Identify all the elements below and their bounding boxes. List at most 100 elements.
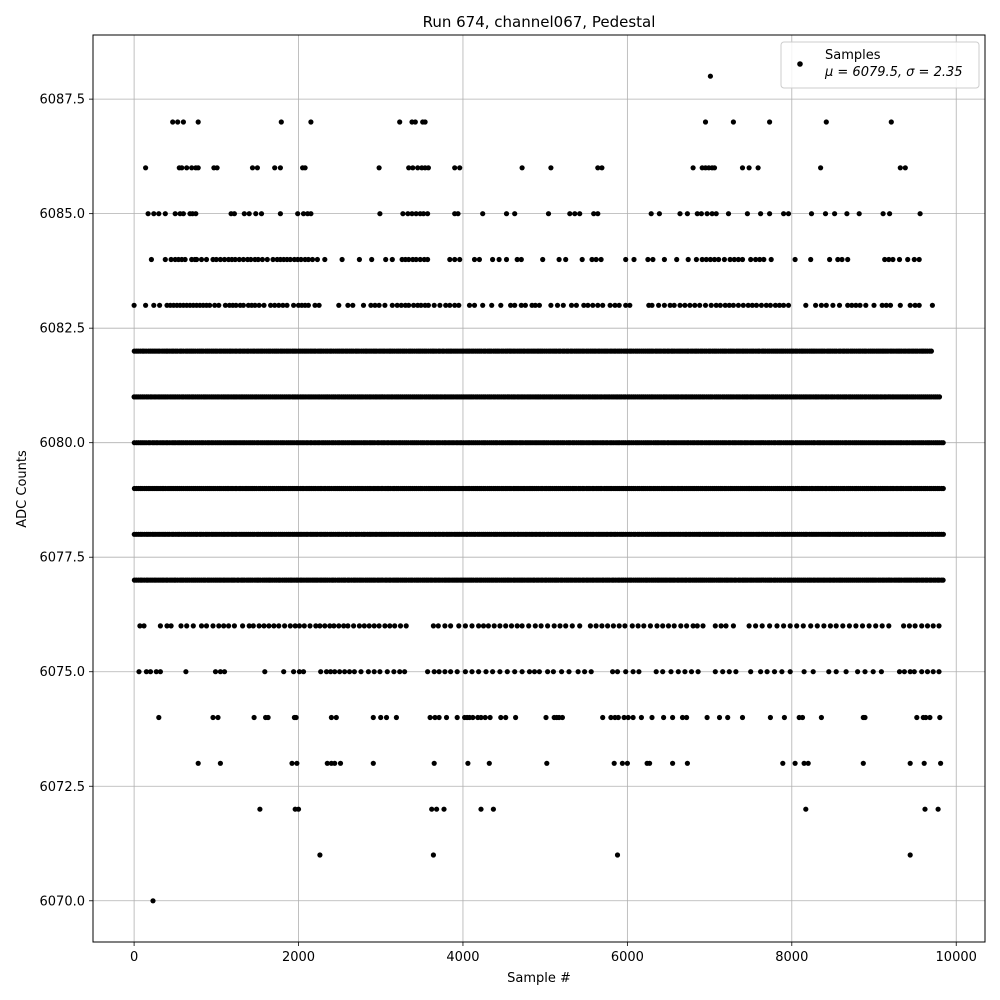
data-point [526,669,533,675]
data-point [298,256,304,263]
axes-frame [92,34,986,943]
data-point [240,256,246,263]
data-point [919,669,925,675]
data-point [748,669,754,675]
data-point [690,623,696,629]
data-point [405,211,411,217]
data-point [487,714,493,721]
data-point [287,256,293,263]
data-point [855,669,861,675]
data-point [207,302,213,308]
data-point [654,623,660,629]
data-point [448,623,454,629]
data-point [599,623,605,629]
data-point [485,623,491,629]
data-point [940,577,946,583]
data-point [195,165,201,171]
data-point [577,211,583,217]
data-point [551,623,557,629]
data-point [761,256,767,263]
data-point [630,669,636,675]
data-point [410,165,416,171]
data-point [671,302,677,308]
data-point [860,760,866,766]
data-point [631,256,637,263]
data-point [649,714,655,721]
data-point [636,669,642,675]
data-point [430,852,436,858]
data-point [469,623,475,629]
data-point [430,623,436,629]
data-point [792,256,798,263]
data-point [879,302,885,308]
data-point [503,256,510,263]
data-point [630,714,636,721]
data-point [156,714,162,721]
data-point [930,669,936,675]
data-point [897,302,903,308]
y-axis-ticks: 6070.0 6072.5 6075.0 6077.5 6080.0 6082.5 6085… [40,93,93,909]
data-point [781,302,787,308]
x-tick-label: 10000 [936,950,977,965]
data-point [294,760,300,766]
data-point [203,256,210,263]
data-point [264,256,270,263]
data-point [278,119,284,125]
data-point [241,211,247,217]
data-point [365,669,371,675]
data-point [183,669,189,675]
data-point [818,714,825,721]
data-point [356,623,362,629]
data-point [378,714,384,721]
data-point [318,669,324,675]
data-point [716,256,722,263]
data-point [222,302,228,308]
data-point [164,623,170,629]
data-point [621,714,627,721]
data-point [532,623,538,629]
data-point [936,669,942,675]
data-point [148,256,154,263]
data-point [256,623,262,629]
data-point [590,302,596,308]
data-point [550,669,557,675]
data-point [427,714,433,721]
x-tick-label: 6000 [611,950,644,965]
data-point [508,302,514,308]
data-point [151,211,157,217]
data-point [350,302,356,308]
data-point [735,302,742,308]
data-point [406,302,412,308]
data-point [415,165,421,171]
data-point [513,714,519,721]
data-point [308,119,314,125]
data-point [480,211,486,217]
data-point [709,211,715,217]
data-point [293,714,299,721]
data-point [853,302,859,308]
data-point [397,669,403,675]
data-point [649,302,655,308]
data-point [402,669,408,675]
data-point [452,302,458,308]
data-point [436,714,442,721]
data-point [141,623,147,629]
data-point [822,211,829,217]
data-point [866,623,872,629]
data-point [147,669,154,675]
data-point [136,669,142,675]
data-point [480,302,486,308]
data-point [839,256,845,263]
data-point [843,669,849,675]
data-point [370,714,376,721]
data-point [483,669,489,675]
data-point [490,806,496,812]
data-point [718,623,724,629]
x-axis-ticks: 0 2000 4000 6000 8000 10000 [130,942,977,965]
data-point [577,623,583,629]
data-point [336,623,342,629]
data-point [447,302,453,308]
data-point [688,669,695,675]
data-point [383,256,389,263]
data-point [351,623,357,629]
